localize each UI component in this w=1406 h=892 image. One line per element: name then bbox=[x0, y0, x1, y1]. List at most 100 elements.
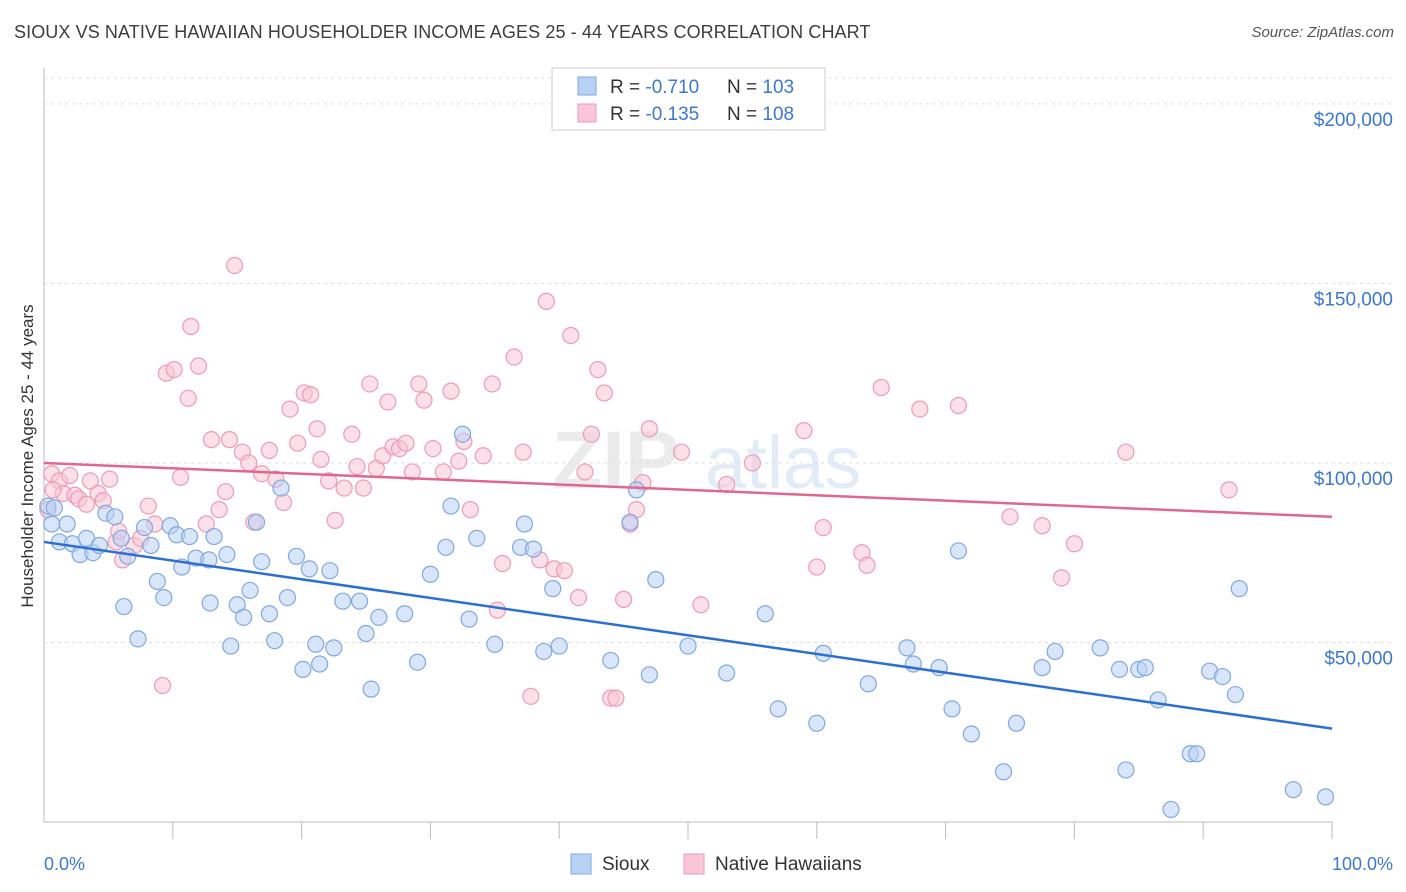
sioux-point-65 bbox=[602, 651, 620, 670]
sioux-point-13 bbox=[115, 597, 133, 616]
native-hawaiians-point-28 bbox=[210, 501, 228, 519]
trend-lines bbox=[43, 461, 1333, 730]
native-hawaiians-point-7 bbox=[77, 495, 96, 513]
sioux-point-37 bbox=[278, 588, 297, 607]
sioux-point-62 bbox=[535, 642, 553, 661]
native-hawaiians-point-49 bbox=[348, 457, 366, 476]
native-hawaiians-point-78 bbox=[562, 326, 580, 345]
native-hawaiians-point-21 bbox=[165, 361, 183, 379]
native-hawaiians-point-77 bbox=[555, 562, 573, 580]
native-hawaiians-point-45 bbox=[320, 472, 338, 490]
native-hawaiians-point-91 bbox=[672, 443, 691, 461]
native-hawaiians-point-8 bbox=[81, 472, 99, 490]
native-hawaiians-point-59 bbox=[410, 375, 428, 393]
native-hawaiians-point-4 bbox=[61, 466, 79, 485]
sioux-point-3 bbox=[58, 515, 76, 533]
native-hawaiians-point-29 bbox=[217, 483, 235, 501]
sioux-point-100 bbox=[1284, 781, 1302, 799]
sioux-point-49 bbox=[370, 608, 388, 626]
sioux-point-82 bbox=[962, 725, 980, 743]
sioux-point-36 bbox=[272, 479, 290, 497]
native-hawaiians-point-95 bbox=[795, 422, 813, 440]
native-hawaiians-point-51 bbox=[361, 375, 379, 393]
native-hawaiians-point-100 bbox=[872, 378, 890, 397]
sioux-point-41 bbox=[307, 635, 325, 653]
sioux-point-95 bbox=[1188, 745, 1206, 763]
sioux-point-35 bbox=[265, 632, 284, 650]
legend-r-label-2: R = bbox=[610, 104, 645, 125]
sioux-point-32 bbox=[247, 513, 266, 531]
y-tick-label-3: $200,000 bbox=[1314, 110, 1393, 131]
sioux-point-17 bbox=[148, 572, 166, 591]
legend-n-value-1: 103 bbox=[762, 77, 794, 98]
y-axis-label: Householder Income Ages 25 - 44 years bbox=[18, 304, 37, 607]
sioux-point-27 bbox=[218, 545, 236, 564]
native-hawaiians-point-11 bbox=[101, 470, 119, 488]
sioux-point-11 bbox=[112, 529, 130, 547]
sioux-point-67 bbox=[627, 481, 646, 499]
sioux-point-47 bbox=[357, 624, 375, 643]
sioux-point-56 bbox=[460, 610, 478, 628]
native-hawaiians-point-19 bbox=[153, 676, 172, 695]
native-hawaiians-point-43 bbox=[308, 420, 326, 438]
native-hawaiians-point-60 bbox=[415, 391, 433, 409]
trend-line-native-hawaiians bbox=[43, 461, 1333, 519]
native-hawaiians-point-42 bbox=[302, 386, 320, 404]
sioux-point-58 bbox=[486, 635, 504, 653]
native-hawaiians-point-39 bbox=[281, 400, 299, 418]
native-hawaiians-point-86 bbox=[614, 590, 633, 608]
native-hawaiians-point-26 bbox=[197, 515, 215, 533]
native-hawaiians-point-109 bbox=[44, 481, 62, 499]
native-hawaiians-point-105 bbox=[1052, 569, 1071, 587]
sioux-point-84 bbox=[1007, 714, 1026, 732]
sioux-point-102 bbox=[45, 499, 63, 517]
native-hawaiians-point-50 bbox=[354, 479, 373, 497]
sioux-point-46 bbox=[350, 592, 369, 610]
native-hawaiians-point-48 bbox=[343, 425, 361, 443]
native-hawaiians-point-70 bbox=[493, 554, 512, 573]
native-hawaiians-point-61 bbox=[424, 439, 442, 458]
bottom-legend-label-native-hawaiians: Native Hawaiians bbox=[715, 854, 862, 875]
sioux-point-1 bbox=[43, 515, 61, 533]
legend-n-label-2: N = bbox=[727, 104, 762, 125]
native-hawaiians-point-67 bbox=[474, 447, 492, 465]
native-hawaiians-point-92 bbox=[692, 596, 710, 614]
sioux-point-60 bbox=[515, 515, 534, 533]
watermark: ZIP atlas bbox=[552, 415, 861, 506]
native-hawaiians-point-94 bbox=[743, 454, 762, 472]
sioux-point-54 bbox=[442, 497, 460, 515]
native-hawaiians-point-38 bbox=[274, 493, 293, 512]
sioux-point-44 bbox=[325, 639, 343, 657]
sioux-point-43 bbox=[321, 562, 339, 580]
native-hawaiians-point-46 bbox=[326, 511, 344, 530]
watermark-zip: ZIP bbox=[552, 415, 680, 506]
sioux-point-83 bbox=[994, 763, 1013, 781]
native-hawaiians-point-73 bbox=[522, 687, 540, 705]
native-hawaiians-point-17 bbox=[139, 497, 157, 515]
sioux-point-39 bbox=[294, 660, 312, 679]
x-axis-min-label: 0.0% bbox=[44, 854, 85, 874]
sioux-point-53 bbox=[437, 538, 455, 556]
sioux-point-81 bbox=[949, 542, 968, 560]
native-hawaiians-point-30 bbox=[220, 431, 239, 449]
native-hawaiians-point-101 bbox=[911, 400, 929, 418]
native-hawaiians-point-79 bbox=[569, 588, 588, 607]
series-sioux-points bbox=[39, 425, 1335, 819]
native-hawaiians-point-22 bbox=[171, 468, 190, 486]
native-hawaiians-point-106 bbox=[1065, 535, 1084, 553]
native-hawaiians-point-25 bbox=[189, 357, 208, 375]
sioux-point-52 bbox=[421, 565, 439, 583]
y-tick-label-0: $50,000 bbox=[1324, 648, 1393, 669]
svg-text:N = 103: N = 103 bbox=[727, 77, 794, 98]
sioux-point-99 bbox=[1230, 580, 1248, 598]
sioux-point-26 bbox=[205, 527, 223, 546]
sioux-point-68 bbox=[640, 666, 658, 684]
sioux-point-89 bbox=[1117, 761, 1135, 779]
bottom-legend-label-sioux: Sioux bbox=[602, 854, 650, 875]
chart-source: Source: ZipAtlas.com bbox=[1251, 24, 1394, 41]
native-hawaiians-point-31 bbox=[226, 256, 244, 275]
sioux-point-30 bbox=[235, 608, 253, 626]
native-hawaiians-point-57 bbox=[397, 434, 415, 452]
legend-r-value-2: -0.135 bbox=[645, 104, 699, 125]
sioux-point-22 bbox=[180, 527, 199, 546]
